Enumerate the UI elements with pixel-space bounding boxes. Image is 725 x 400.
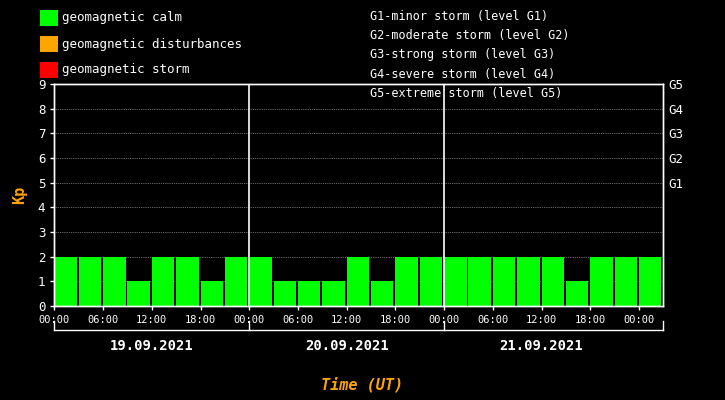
Text: Time (UT): Time (UT) <box>321 376 404 392</box>
Bar <box>615 257 637 306</box>
Bar <box>590 257 613 306</box>
Bar <box>444 257 467 306</box>
Bar <box>420 257 442 306</box>
Bar <box>103 257 125 306</box>
Y-axis label: Kp: Kp <box>12 186 27 204</box>
Text: geomagnetic calm: geomagnetic calm <box>62 12 182 24</box>
Bar <box>176 257 199 306</box>
Text: G2-moderate storm (level G2): G2-moderate storm (level G2) <box>370 29 569 42</box>
Bar <box>201 281 223 306</box>
Text: G1-minor storm (level G1): G1-minor storm (level G1) <box>370 10 548 23</box>
Text: G5-extreme storm (level G5): G5-extreme storm (level G5) <box>370 87 562 100</box>
Text: G3-strong storm (level G3): G3-strong storm (level G3) <box>370 48 555 61</box>
Bar <box>517 257 539 306</box>
Bar <box>468 257 491 306</box>
Bar <box>79 257 102 306</box>
Text: G4-severe storm (level G4): G4-severe storm (level G4) <box>370 68 555 81</box>
Text: geomagnetic storm: geomagnetic storm <box>62 64 189 76</box>
Bar <box>493 257 515 306</box>
Bar <box>542 257 564 306</box>
Bar <box>639 257 661 306</box>
Bar <box>566 281 589 306</box>
Text: 19.09.2021: 19.09.2021 <box>110 339 194 353</box>
Bar <box>128 281 150 306</box>
Bar <box>273 281 296 306</box>
Bar <box>395 257 418 306</box>
Text: geomagnetic disturbances: geomagnetic disturbances <box>62 38 241 50</box>
Text: 21.09.2021: 21.09.2021 <box>500 339 584 353</box>
Bar <box>323 281 345 306</box>
Bar <box>249 257 272 306</box>
Bar <box>298 281 320 306</box>
Bar <box>152 257 174 306</box>
Bar <box>347 257 369 306</box>
Text: 20.09.2021: 20.09.2021 <box>304 339 389 353</box>
Bar <box>371 281 394 306</box>
Bar <box>54 257 77 306</box>
Bar <box>225 257 247 306</box>
